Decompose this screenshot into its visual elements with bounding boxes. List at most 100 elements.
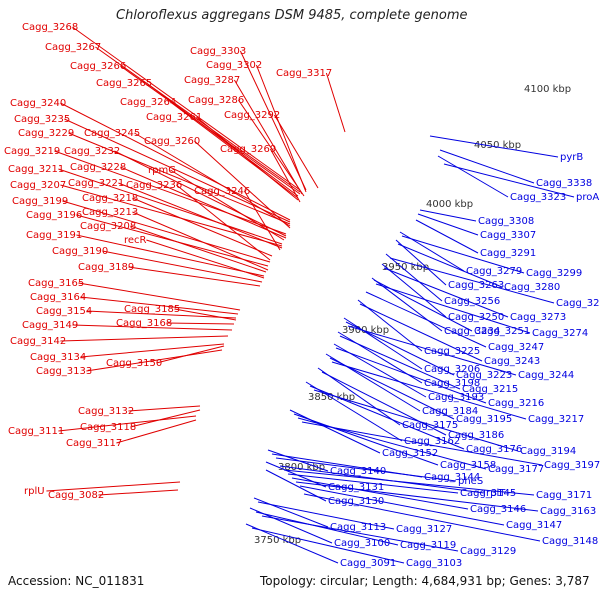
gene-label[interactable]: Cagg_3190	[52, 246, 108, 257]
gene-label[interactable]: Cagg_3273	[510, 312, 566, 323]
gene-label[interactable]: Cagg_3268	[22, 22, 78, 33]
gene-label[interactable]: Cagg_3149	[22, 320, 78, 331]
gene-label[interactable]: Cagg_3140	[330, 466, 386, 477]
gene-label[interactable]: rpmG	[148, 165, 176, 176]
gene-label[interactable]: Cagg_3236	[126, 180, 182, 191]
gene-label[interactable]: Cagg_3132	[78, 406, 134, 417]
gene-label[interactable]: Cagg_3147	[506, 520, 562, 531]
gene-label[interactable]: Cagg_3133	[36, 366, 92, 377]
gene-label[interactable]: Cagg_3279	[466, 266, 522, 277]
gene-label[interactable]: Cagg_3218	[82, 193, 138, 204]
gene-label[interactable]: Cagg_3251	[474, 326, 530, 337]
gene-label[interactable]: Cagg_3223	[456, 370, 512, 381]
gene-label[interactable]: Cagg_3195	[456, 414, 512, 425]
gene-label[interactable]: Cagg_3216	[488, 398, 544, 409]
gene-label[interactable]: Cagg_3207	[10, 180, 66, 191]
gene-label[interactable]: Cagg_3323	[510, 192, 566, 203]
gene-label[interactable]: Cagg_3145	[460, 488, 516, 499]
gene-label[interactable]: Cagg_3144	[424, 472, 480, 483]
gene-label[interactable]: Cagg_3184	[422, 406, 478, 417]
gene-label[interactable]: recR	[124, 235, 147, 246]
gene-label[interactable]: Cagg_3118	[80, 422, 136, 433]
gene-label[interactable]: Cagg_3263	[448, 280, 504, 291]
gene-label[interactable]: Cagg_3146	[470, 504, 526, 515]
gene-label[interactable]: Cagg_3091	[340, 558, 396, 569]
gene-label[interactable]: Cagg_3213	[82, 207, 138, 218]
gene-label[interactable]: Cagg_3168	[116, 318, 172, 329]
gene-label[interactable]: Cagg_3303	[190, 46, 246, 57]
gene-label[interactable]: Cagg_3165	[28, 278, 84, 289]
gene-label[interactable]: Cagg_3154	[36, 306, 92, 317]
gene-label[interactable]: Cagg_3199	[12, 196, 68, 207]
gene-label[interactable]: Cagg_3152	[382, 448, 438, 459]
gene-label[interactable]: Cagg_3134	[30, 352, 86, 363]
gene-label[interactable]: Cagg_3206	[424, 364, 480, 375]
gene-label[interactable]: Cagg_3189	[78, 262, 134, 273]
gene-label[interactable]: Cagg_3119	[400, 540, 456, 551]
gene-label[interactable]: Cagg_3266	[70, 61, 126, 72]
gene-label[interactable]: Cagg_3234	[444, 326, 500, 337]
gene-label[interactable]: Cagg_3338	[536, 178, 592, 189]
gene-label[interactable]: Cagg_3191	[26, 230, 82, 241]
gene-label[interactable]: Cagg_3240	[10, 98, 66, 109]
gene-label[interactable]: Cagg_3228	[70, 162, 126, 173]
gene-label[interactable]: Cagg_3286	[188, 95, 244, 106]
gene-label[interactable]: Cagg_3246	[194, 186, 250, 197]
gene-label[interactable]: Cagg_3208	[80, 221, 136, 232]
gene-label[interactable]: Cagg_3117	[66, 438, 122, 449]
gene-label[interactable]: Cagg_3158	[440, 460, 496, 471]
gene-label[interactable]: Cagg_3256	[444, 296, 500, 307]
gene-label[interactable]: Cagg_3150	[106, 358, 162, 369]
gene-label[interactable]: Cagg_3308	[478, 216, 534, 227]
gene-label[interactable]: Cagg_3317	[276, 68, 332, 79]
gene-label[interactable]: Cagg_3198	[424, 378, 480, 389]
gene-label[interactable]: Cagg_3229	[18, 128, 74, 139]
gene-label[interactable]: Cagg_3221	[68, 178, 124, 189]
gene-label[interactable]: Cagg_3111	[8, 426, 64, 437]
gene-label[interactable]: pheS	[458, 476, 483, 487]
gene-label[interactable]: Cagg_3211	[8, 164, 64, 175]
gene-label[interactable]: Cagg_3287	[184, 75, 240, 86]
gene-label[interactable]: Cagg_3100	[334, 538, 390, 549]
gene-label[interactable]: Cagg_3267	[45, 42, 101, 53]
gene-label[interactable]: Cagg_3307	[480, 230, 536, 241]
gene-label[interactable]: Cagg_3243	[484, 356, 540, 367]
gene-label[interactable]: Cagg_3299	[526, 268, 582, 279]
gene-label[interactable]: Cagg_3292	[224, 110, 280, 121]
gene-label[interactable]: Cagg_3197	[544, 460, 600, 471]
gene-label[interactable]: Cagg_3264	[120, 97, 176, 108]
gene-label[interactable]: Cagg_3130	[328, 496, 384, 507]
gene-label[interactable]: Cagg_3177	[488, 464, 544, 475]
gene-label[interactable]: Cagg_3082	[48, 490, 104, 501]
gene-label[interactable]: Cagg_3103	[406, 558, 462, 569]
gene-label[interactable]: Cagg_3260	[144, 136, 200, 147]
gene-label[interactable]: Cagg_3245	[84, 128, 140, 139]
gene-label[interactable]: rplT	[486, 488, 506, 499]
gene-label[interactable]: rplU	[24, 486, 45, 497]
gene-label[interactable]: Cagg_3193	[428, 392, 484, 403]
gene-label[interactable]: Cagg_3274	[532, 328, 588, 339]
gene-label[interactable]: Cagg_3225	[424, 346, 480, 357]
gene-label[interactable]: Cagg_3176	[466, 444, 522, 455]
gene-label[interactable]: Cagg_3215	[462, 384, 518, 395]
gene-label[interactable]: Cagg_3196	[26, 210, 82, 221]
gene-label[interactable]: Cagg_3302	[206, 60, 262, 71]
gene-label[interactable]: Cagg_3148	[542, 536, 598, 547]
gene-label[interactable]: Cagg_3131	[328, 482, 384, 493]
gene-label[interactable]: Cagg_3217	[528, 414, 584, 425]
gene-label[interactable]: Cagg_3232	[64, 146, 120, 157]
gene-label[interactable]: pyrB	[560, 152, 583, 163]
gene-label[interactable]: Cagg_3171	[536, 490, 592, 501]
gene-label[interactable]: Cagg_3244	[518, 370, 574, 381]
gene-label[interactable]: Cagg_3142	[10, 336, 66, 347]
gene-label[interactable]: Cagg_3175	[402, 420, 458, 431]
gene-label[interactable]: Cagg_3261	[146, 112, 202, 123]
gene-label[interactable]: proA	[576, 192, 599, 203]
gene-label[interactable]: Cagg_3163	[540, 506, 596, 517]
gene-label[interactable]: Cagg_3280	[504, 282, 560, 293]
gene-label[interactable]: Cagg_3185	[124, 304, 180, 315]
gene-label[interactable]: Cagg_3235	[14, 114, 70, 125]
gene-label[interactable]: Cagg_3194	[520, 446, 576, 457]
gene-label[interactable]: Cagg_3186	[448, 430, 504, 441]
gene-label[interactable]: Cagg_3129	[460, 546, 516, 557]
